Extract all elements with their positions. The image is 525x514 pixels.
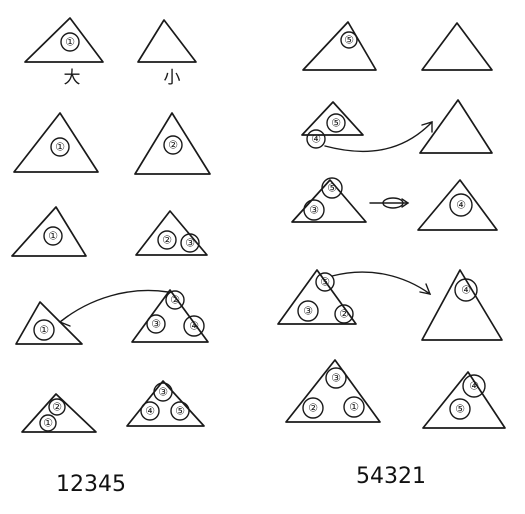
left-step3-disc: [43, 226, 63, 246]
left-step4-move-arrow: [59, 289, 169, 323]
left-step2-big-triangle: [13, 112, 99, 173]
right-step2-disc-a: [326, 113, 346, 133]
right-step5-disc-b: [302, 397, 324, 419]
right-step5-disc-number-5: ⑤: [455, 403, 465, 416]
left-step3-disc-a: [157, 230, 177, 250]
right-step5-disc-c: [343, 396, 365, 418]
right-step3-disc-a: [321, 177, 343, 199]
right-step2-disc-number-5: ⑤: [331, 117, 341, 130]
right-step1-disc-number: ⑤: [344, 34, 354, 47]
right-step5-disc-number-1: ①: [349, 401, 359, 414]
left-step3-disc-number-2: ②: [162, 234, 172, 247]
left-step2-disc: [50, 137, 70, 157]
right-step2-arrowhead: [421, 121, 433, 133]
small-label: 小: [164, 68, 181, 88]
left-step4-disc-number-4: ④: [189, 320, 199, 333]
left-step1-small-triangle: [137, 19, 197, 63]
left-step5-disc-e: [170, 401, 190, 421]
right-step2-move-arrow: [324, 121, 433, 153]
right-step3-disc-number-5: ⑤: [327, 182, 337, 195]
right-step4-arrowhead: [419, 283, 432, 295]
right-step3-disc-c: [449, 193, 473, 217]
left-step1-big-triangle: [24, 17, 104, 63]
left-step4-big-triangle: [15, 301, 83, 345]
left-caption: 12345: [56, 472, 126, 497]
left-step4-disc-number-1: ①: [39, 324, 49, 337]
left-step2-small-triangle: [134, 112, 211, 175]
left-step5-disc-number-1: ①: [43, 417, 53, 430]
left-step1-disc: [60, 32, 80, 52]
big-label: 大: [64, 68, 81, 88]
right-step1-big-triangle: [302, 21, 377, 71]
right-step1-small-triangle: [421, 22, 493, 71]
left-step5-disc-number-5: ⑤: [175, 405, 185, 418]
left-step5-big-triangle: [21, 393, 97, 433]
left-step4-disc-number-2: ②: [170, 294, 180, 307]
right-step3-scribble: [382, 197, 404, 209]
right-step4-disc-number-3: ③: [303, 305, 313, 318]
right-step2-disc-b: [306, 129, 326, 149]
right-step5-disc-number-4: ④: [469, 380, 479, 393]
right-step3-disc-b: [303, 199, 325, 221]
right-step4-small-triangle: [421, 269, 503, 341]
left-step4-disc-c: [183, 315, 205, 337]
right-step5-disc-e: [449, 398, 471, 420]
right-step1-disc: [340, 31, 358, 49]
left-step3-disc-b: [180, 233, 200, 253]
left-step5-disc-d: [140, 401, 160, 421]
right-step4-move-arrow: [331, 271, 431, 295]
right-step5-big-triangle: [285, 359, 381, 423]
right-step4-big-triangle: [277, 269, 357, 325]
right-step3-disc-number-3: ③: [309, 204, 319, 217]
right-step3-arrowhead: [401, 198, 410, 208]
left-step2-disc-small: [163, 135, 183, 155]
right-step4-disc-b: [297, 300, 319, 322]
right-step3-disc-number-4: ④: [456, 199, 466, 212]
left-step4-arrowhead: [58, 315, 71, 327]
right-step5-disc-a: [325, 367, 347, 389]
right-step2-disc-number-4: ④: [311, 133, 321, 146]
right-step4-disc-number-5: ⑤: [320, 276, 330, 289]
right-step5-disc-d: [462, 374, 486, 398]
right-step2-small-triangle: [419, 99, 493, 154]
right-step5-disc-number-2: ②: [308, 402, 318, 415]
left-step4-disc-a: [165, 290, 185, 310]
right-step4-disc-d: [454, 278, 478, 302]
right-step4-disc-number-4: ④: [461, 284, 471, 297]
left-step4-disc-number-3: ③: [151, 318, 161, 331]
right-caption: 54321: [356, 464, 426, 489]
right-step5-small-triangle: [422, 371, 506, 429]
right-step4-disc-number-2: ②: [339, 308, 349, 321]
left-step5-disc-number-4: ④: [145, 405, 155, 418]
left-step2-disc-number-2: ②: [168, 139, 178, 152]
left-step3-small-triangle: [135, 210, 208, 256]
left-step5-disc-b: [39, 414, 57, 432]
left-step5-disc-c: [153, 382, 173, 402]
left-step4-disc-b: [146, 314, 166, 334]
left-step5-disc-number-2: ②: [52, 401, 62, 414]
right-step4-disc-a: [315, 272, 335, 292]
left-step3-disc-number-1: ①: [48, 230, 58, 243]
left-step5-disc-number-3: ③: [158, 386, 168, 399]
left-step5-disc-a: [48, 398, 66, 416]
right-step5-disc-number-3: ③: [331, 372, 341, 385]
left-step2-disc-number-1: ①: [55, 141, 65, 154]
left-step1-disc-number: ①: [65, 36, 75, 49]
left-step3-disc-number-3: ③: [185, 237, 195, 250]
left-step4-disc: [33, 319, 55, 341]
right-step4-disc-c: [334, 304, 354, 324]
right-step2-big-triangle: [301, 101, 364, 136]
left-step3-big-triangle: [11, 206, 87, 257]
right-step3-small-triangle: [417, 179, 498, 231]
